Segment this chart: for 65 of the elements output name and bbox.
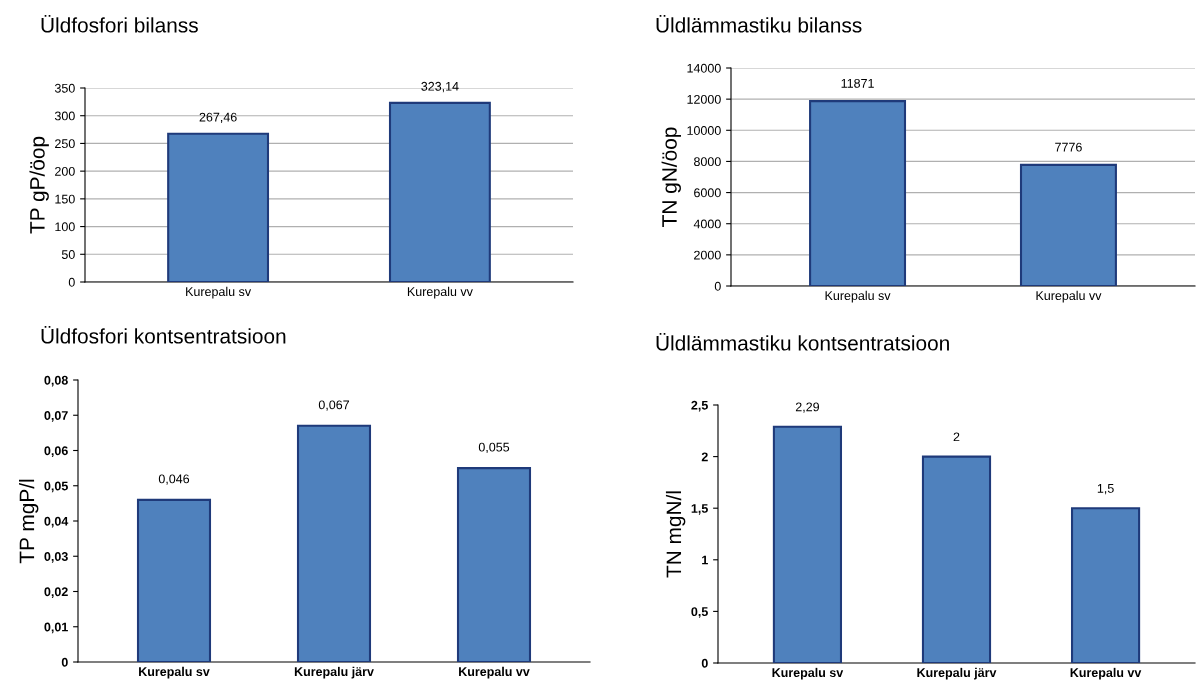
y-tick-label: 0,07 (44, 411, 68, 422)
x-tick-label: Kurepalu sv (825, 290, 891, 303)
data-label: 2,29 (795, 402, 820, 413)
x-tick-label: Kurepalu vv (407, 286, 473, 299)
y-tick-label: 150 (55, 194, 75, 204)
y-tick-label: 8000 (694, 157, 721, 167)
y-tick-label: 0 (714, 281, 721, 291)
data-label: 1,5 (1097, 484, 1114, 495)
x-tick-label: Kurepalu järv (294, 666, 374, 679)
x-tick-label: Kurepalu sv (772, 667, 844, 680)
x-tick-label: Kurepalu sv (186, 286, 252, 299)
y-tick-label: 0 (68, 277, 75, 287)
y-tick-label: 200 (55, 166, 75, 176)
y-axis-title: TN mgN/l (665, 491, 686, 578)
y-axis-title: TP mgP/l (18, 479, 39, 564)
chart-title: Üldfosfori bilanss (41, 14, 198, 33)
y-tick-label: 0,02 (44, 587, 68, 598)
y-tick-label: 250 (55, 139, 75, 149)
bar (456, 467, 532, 662)
y-tick-label: 0,01 (44, 622, 68, 634)
bar (772, 425, 843, 663)
chart-title: Üldfosfori kontsentratsioon (41, 325, 286, 344)
y-tick-label: 1,5 (691, 504, 708, 515)
y-tick-label: 0 (701, 658, 708, 668)
data-label: 7776 (1055, 142, 1082, 152)
data-label: 2 (953, 432, 960, 442)
bar (136, 498, 212, 662)
x-tick-label: Kurepalu sv (139, 666, 210, 679)
data-label: 0,055 (478, 442, 510, 454)
chart-title: Üldlämmastiku kontsentratsioon (656, 332, 949, 351)
x-tick-label: Kurepalu järv (917, 667, 997, 680)
y-axis-title: TN gN/öop (661, 127, 681, 227)
y-tick-label: 0 (61, 657, 68, 667)
y-tick-label: 0,03 (44, 552, 68, 563)
x-tick-label: Kurepalu vv (459, 666, 530, 679)
data-label: 323,14 (421, 81, 459, 93)
y-tick-label: 0,08 (44, 375, 68, 387)
y-axis-title: TP gP/öop (29, 136, 49, 234)
y-tick-label: 1 (702, 555, 708, 565)
data-label: 0,046 (158, 474, 190, 485)
y-tick-label: 0,06 (44, 446, 68, 457)
y-tick-label: 4000 (693, 219, 721, 229)
y-tick-label: 14000 (687, 63, 721, 73)
y-tick-label: 12000 (687, 94, 721, 104)
x-tick-label: Kurepalu vv (1036, 290, 1102, 303)
y-tick-label: 6000 (694, 188, 721, 198)
bar (1070, 507, 1141, 663)
y-tick-label: 350 (54, 83, 75, 93)
y-tick-label: 2000 (694, 250, 721, 260)
y-tick-label: 2 (701, 452, 708, 462)
bar (296, 424, 372, 662)
data-label: 267,46 (199, 112, 237, 124)
y-tick-label: 100 (55, 222, 75, 232)
y-tick-label: 0,5 (691, 607, 708, 618)
y-tick-label: 300 (54, 111, 75, 121)
y-tick-label: 0,04 (44, 516, 69, 528)
y-tick-label: 0,05 (44, 481, 68, 493)
chart-title: Üldlämmastiku bilanss (656, 14, 862, 33)
data-label: 0,067 (318, 400, 350, 411)
x-tick-label: Kurepalu vv (1070, 667, 1142, 680)
y-tick-label: 10000 (687, 126, 721, 135)
bar (921, 455, 992, 663)
y-tick-label: 2,5 (691, 400, 708, 412)
y-tick-label: 50 (61, 250, 75, 259)
data-label: 11871 (841, 78, 874, 88)
